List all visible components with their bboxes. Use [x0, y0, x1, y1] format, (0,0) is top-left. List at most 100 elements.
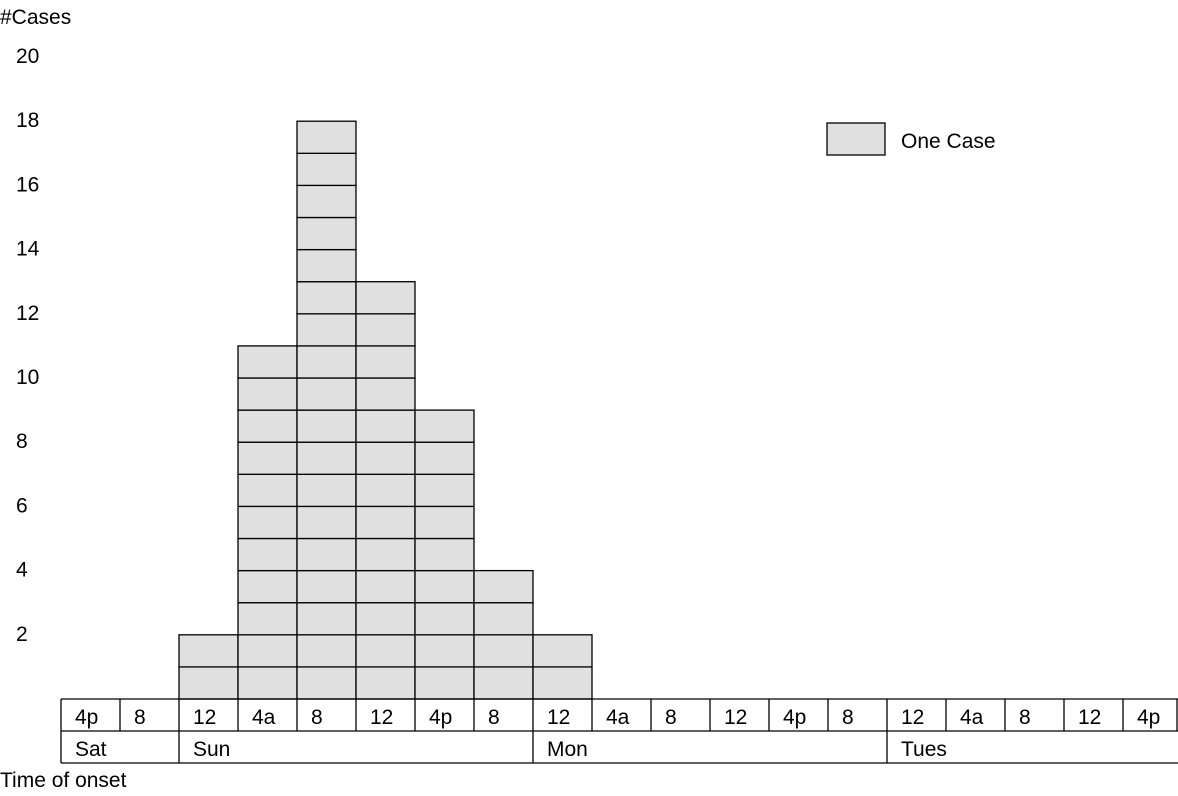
case-cell: [414, 409, 475, 443]
case-cell: [296, 377, 357, 411]
case-cell: [296, 120, 357, 154]
case-cell: [237, 345, 298, 379]
case-cell: [296, 184, 357, 219]
case-cell: [296, 345, 357, 379]
case-cell: [237, 473, 298, 508]
day-label: Sun: [193, 738, 230, 761]
case-cell: [414, 441, 475, 475]
y-axis-label: #Cases: [0, 6, 71, 29]
case-cell: [296, 248, 357, 283]
case-cell: [296, 281, 357, 315]
case-cell: [296, 216, 357, 251]
time-tick-label: 4a: [960, 706, 984, 729]
case-cell: [473, 634, 534, 668]
time-tick-label: 12: [901, 706, 924, 729]
time-axis-table: 4p 8 12 4a 8 12 4p 8 12 4a 8 12 4p 8 12 4a 8 12 4p Sat Sun Mo…: [60, 698, 1178, 764]
case-cell: [355, 569, 416, 604]
y-tick-label: 18: [16, 109, 39, 132]
case-cell: [237, 569, 298, 604]
case-cell: [414, 634, 475, 668]
case-cell: [355, 505, 416, 540]
case-cell: [237, 441, 298, 475]
y-tick-label: 10: [16, 366, 39, 389]
y-tick-label: 8: [16, 430, 28, 453]
case-cell: [414, 666, 475, 700]
y-axis-ticks: 2 4 6 8 10 12 14 16 18 20: [16, 45, 40, 646]
case-cell: [178, 634, 239, 668]
case-cell: [473, 602, 534, 636]
legend-label: One Case: [901, 130, 996, 153]
time-tick-label: 8: [134, 706, 146, 729]
case-cell: [473, 569, 534, 604]
y-tick-label: 14: [16, 238, 40, 261]
case-cell: [414, 473, 475, 508]
time-tick-label: 12: [370, 706, 393, 729]
day-label: Mon: [547, 738, 588, 761]
case-cell: [237, 666, 298, 700]
legend-swatch: [826, 122, 886, 156]
time-tick-label: 4a: [606, 706, 630, 729]
case-cell: [296, 537, 357, 572]
case-cell: [355, 602, 416, 636]
time-tick-label: 4a: [252, 706, 276, 729]
legend: One Case: [826, 122, 996, 156]
time-tick-label: 12: [193, 706, 216, 729]
time-tick-label: 4p: [1137, 706, 1160, 729]
day-label: Tues: [901, 738, 947, 761]
y-tick-label: 20: [16, 45, 39, 68]
y-tick-label: 4: [16, 559, 28, 582]
y-tick-label: 16: [16, 173, 39, 196]
time-tick-label: 4p: [429, 706, 452, 729]
time-tick-label: 8: [1019, 706, 1031, 729]
case-cell: [296, 666, 357, 700]
time-tick-label: 8: [488, 706, 500, 729]
case-cell: [414, 537, 475, 572]
case-cell: [237, 409, 298, 443]
case-cell: [355, 377, 416, 411]
time-tick-label: 4p: [75, 706, 98, 729]
case-cell: [296, 409, 357, 443]
bar-area: [178, 120, 593, 700]
case-cell: [296, 634, 357, 668]
case-cell: [237, 505, 298, 540]
case-cell: [237, 537, 298, 572]
case-cell: [414, 505, 475, 540]
time-tick-label: 12: [724, 706, 747, 729]
case-cell: [237, 377, 298, 411]
case-cell: [237, 634, 298, 668]
case-cell: [296, 569, 357, 604]
case-cell: [414, 602, 475, 636]
y-tick-label: 6: [16, 494, 28, 517]
case-cell: [414, 569, 475, 604]
day-label: Sat: [75, 738, 107, 761]
time-tick-label: 12: [1078, 706, 1101, 729]
x-axis-label: Time of onset: [0, 769, 127, 792]
case-cell: [178, 666, 239, 700]
case-cell: [296, 441, 357, 475]
case-cell: [355, 313, 416, 347]
time-tick-label: 8: [311, 706, 323, 729]
case-cell: [355, 409, 416, 443]
case-cell: [355, 666, 416, 700]
y-tick-label: 2: [16, 623, 28, 646]
y-tick-label: 12: [16, 302, 39, 325]
case-cell: [355, 634, 416, 668]
case-cell: [355, 441, 416, 475]
case-cell: [355, 537, 416, 572]
case-cell: [296, 313, 357, 347]
case-cell: [296, 602, 357, 636]
case-cell: [237, 602, 298, 636]
case-cell: [532, 634, 593, 668]
case-cell: [473, 666, 534, 700]
case-cell: [355, 473, 416, 508]
case-cell: [296, 473, 357, 508]
case-cell: [355, 345, 416, 379]
time-tick-label: 8: [842, 706, 854, 729]
case-cell: [296, 505, 357, 540]
case-cell: [296, 152, 357, 187]
time-tick-label: 12: [547, 706, 570, 729]
case-cell: [532, 666, 593, 700]
time-tick-label: 4p: [783, 706, 806, 729]
time-tick-label: 8: [665, 706, 677, 729]
